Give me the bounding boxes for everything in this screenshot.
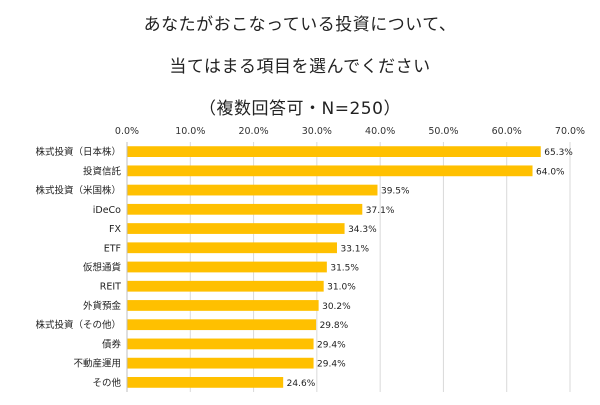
bar	[127, 146, 541, 157]
data-label: 64.0%	[536, 167, 565, 177]
bar	[127, 242, 337, 254]
data-label: 39.5%	[381, 187, 410, 197]
data-label: 29.8%	[320, 321, 349, 331]
category-label: 株式投資（米国株）	[35, 185, 121, 197]
x-tick-label: 30.0%	[302, 126, 332, 137]
category-label: 株式投資（その他）	[35, 319, 121, 331]
x-tick-label: 0.0%	[115, 126, 139, 137]
x-tick-label: 10.0%	[175, 126, 205, 137]
chart-title-line-3: （複数回答可・N=250）	[199, 99, 401, 119]
bar	[127, 377, 284, 388]
chart-title-line-1: あなたがおこなっている投資について、	[143, 15, 457, 35]
chart-title-line-2: 当てはまる項目を選んでください	[169, 57, 431, 77]
category-label: 投資信託	[83, 165, 122, 177]
data-label: 31.5%	[330, 264, 359, 274]
data-label: 31.0%	[327, 283, 356, 293]
data-label: 34.3%	[348, 225, 377, 235]
category-label: ETF	[104, 243, 121, 254]
x-tick-label: 50.0%	[428, 126, 458, 137]
category-label: REIT	[100, 282, 121, 293]
category-label: その他	[92, 377, 121, 389]
data-label: 29.4%	[317, 360, 346, 370]
bar	[127, 357, 314, 369]
category-label: 仮想通貨	[83, 262, 121, 274]
bar	[127, 300, 319, 311]
bar	[127, 223, 345, 234]
data-label: 30.2%	[322, 302, 351, 312]
bar	[127, 203, 363, 215]
bar	[127, 261, 327, 273]
bar	[127, 319, 317, 331]
x-tick-label: 60.0%	[492, 126, 522, 137]
bar	[127, 165, 533, 177]
category-label: iDeCo	[93, 205, 121, 216]
category-label: FX	[109, 224, 121, 235]
bar	[127, 280, 324, 292]
bar	[127, 338, 314, 350]
category-label: 株式投資（日本株）	[35, 146, 121, 158]
category-label: 外貨預金	[83, 300, 122, 312]
x-tick-label: 20.0%	[238, 126, 268, 137]
data-label: 65.3%	[544, 148, 573, 158]
x-tick-label: 70.0%	[555, 126, 585, 137]
category-label: 債券	[102, 338, 122, 350]
data-label: 29.4%	[317, 340, 346, 350]
bar	[127, 184, 378, 196]
data-label: 24.6%	[287, 379, 316, 389]
x-tick-label: 40.0%	[365, 126, 395, 137]
category-label: 不動産運用	[73, 358, 121, 370]
data-label: 33.1%	[340, 244, 369, 254]
data-label: 37.1%	[366, 206, 395, 216]
